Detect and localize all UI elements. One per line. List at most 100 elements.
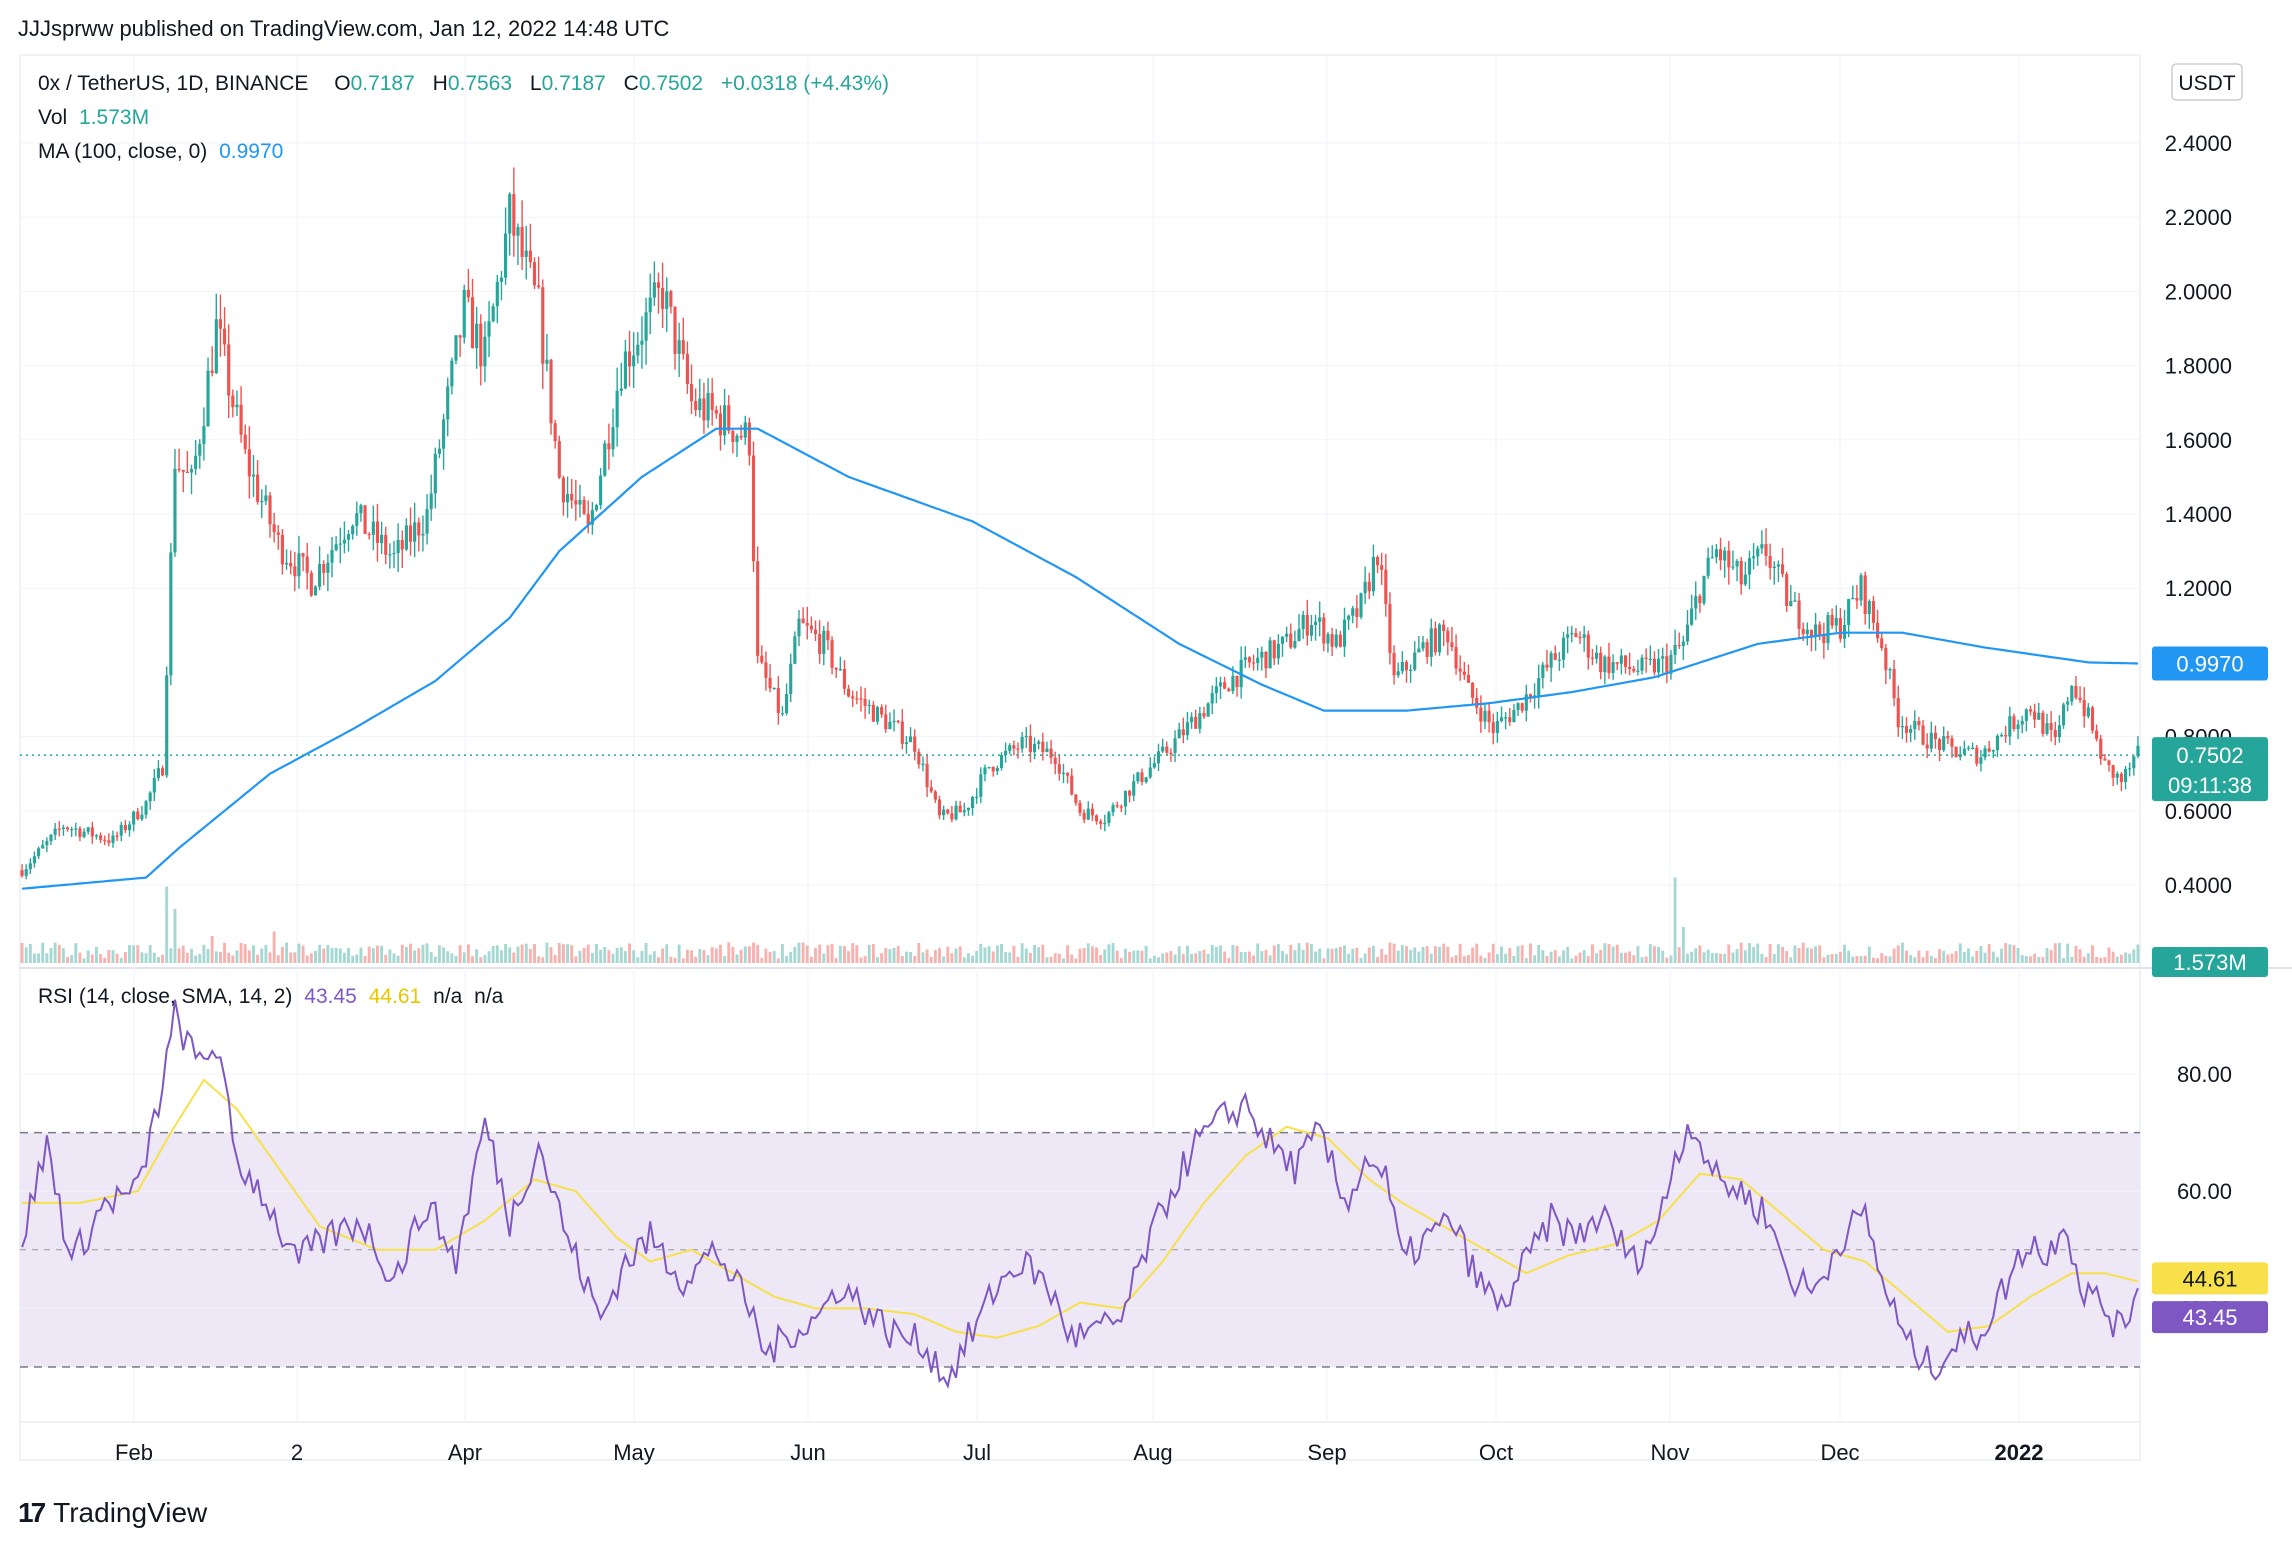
candle-body [1590,657,1595,659]
candle-body [1475,697,1479,708]
candle-body [247,449,251,477]
candle-body [1351,608,1355,616]
candle-body [983,767,987,775]
volume-bar [785,956,789,963]
volume-bar [1867,946,1871,963]
volume-bar [698,949,702,963]
volume-bar [694,956,698,963]
candle-body [780,713,785,715]
volume-bar [367,946,371,963]
volume-bar [1632,955,1636,963]
volume-bar [669,956,673,963]
candle-body [388,554,392,556]
candle-body [1913,720,1917,730]
candle-body [512,194,516,236]
volume-bar [1227,957,1231,963]
volume-bar [388,949,392,963]
volume-bar [1338,946,1342,963]
candle-body [801,618,805,623]
volume-bar [1925,950,1929,963]
candle-body [1483,710,1487,722]
volume-bar [1462,956,1466,963]
volume-bar [2045,948,2049,963]
candle-body [318,563,322,587]
volume-bar [347,947,350,963]
volume-bar [1756,943,1760,963]
candle-body [148,792,152,802]
candle-body [1723,550,1727,561]
candle-body [2111,765,2115,778]
candle-body [599,475,603,506]
volume-bar [1834,953,1838,963]
candle-body [1202,713,1206,717]
candle-body [2070,686,2074,702]
candle-body [950,813,954,820]
volume-bar [685,949,689,963]
volume-bar [776,958,780,963]
volume-bar [425,943,429,963]
candle-body [1016,748,1020,750]
candle-body [1727,550,1731,568]
candle-body [1169,752,1173,754]
candle-body [2037,712,2041,720]
volume-bar [822,953,826,963]
volume-bar [1979,946,1983,963]
volume-bar [1475,943,1479,963]
candle-body [1619,655,1623,664]
candle-body [508,194,512,234]
volume-bar [45,953,49,963]
volume-bar [1921,957,1925,963]
candle-body [1702,575,1706,604]
volume-bar [1599,949,1603,963]
volume-bar [314,950,317,963]
volume-bar [1880,952,1884,963]
volume-bar [512,952,516,963]
volume-label[interactable]: Vol [38,106,68,129]
volume-bar [1810,948,1813,963]
candle-body [1070,775,1074,795]
price-tick-label: 1.6000 [2165,428,2232,453]
candle-body [65,827,70,830]
candle-body [987,766,991,769]
rsi-label[interactable]: RSI (14, close, SMA, 14, 2) [38,985,293,1008]
last-price-badge: 0.7502 09:11:38 [2152,737,2268,802]
volume-bar [1644,956,1648,963]
volume-bar [1962,952,1966,963]
ma-label[interactable]: MA (100, close, 0) [38,140,208,163]
candle-body [582,499,586,514]
volume-bar [1347,953,1351,963]
candle-body [1838,617,1842,639]
candle-body [429,493,433,510]
candle-body [1330,634,1334,647]
volume-bar [1173,954,1177,963]
candle-body [1752,556,1756,559]
volume-bar [714,948,718,963]
tradingview-brand[interactable]: 17 TradingView [18,1497,207,1529]
candle-body [136,811,140,820]
candle-body [1995,735,1999,750]
candle-body [913,736,917,752]
volume-bar [2062,958,2065,963]
volume-bar [818,944,822,963]
volume-bar [466,944,470,963]
volume-bar [1483,958,1487,963]
high-value: 0.7563 [447,72,513,95]
candle-body [681,340,685,354]
candle-body [1876,622,1880,639]
symbol-label[interactable]: 0x / TetherUS, 1D, BINANCE [38,72,309,95]
volume-bar [326,944,330,963]
volume-bar [1661,950,1665,963]
volume-bar [161,954,165,963]
volume-bar [28,943,32,963]
volume-bar [1343,945,1346,963]
candle-body [578,499,582,505]
candle-body [1673,644,1677,655]
volume-bar [917,942,921,963]
volume-bar [272,931,276,963]
volume-bar [1020,943,1024,963]
candle-body [1900,726,1904,728]
volume-bar [1814,946,1818,963]
volume-bar [454,956,458,963]
volume-bar [1231,944,1235,963]
